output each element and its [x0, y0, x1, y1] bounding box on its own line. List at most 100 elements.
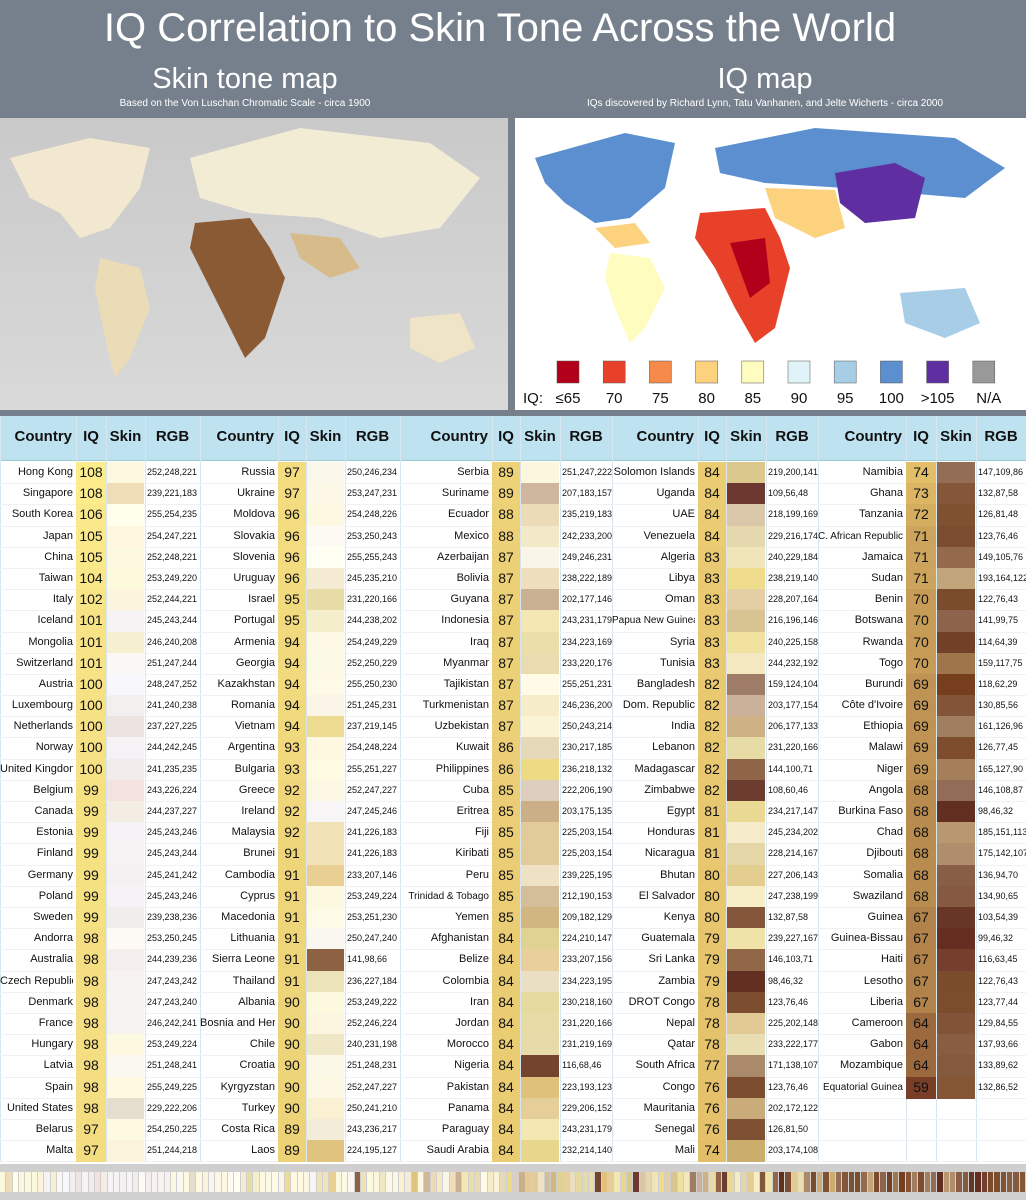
iq-value: 91 — [278, 843, 306, 866]
country: Lithuania — [230, 932, 275, 945]
rgb-value: 246,240,208 — [147, 636, 198, 647]
rgb-value: 250,241,210 — [347, 1102, 398, 1113]
country: Madagascar — [634, 762, 695, 775]
skin-swatch — [107, 483, 144, 506]
iq-value: 84 — [698, 504, 726, 527]
skin-swatch — [937, 1012, 975, 1035]
iq-value: 99 — [76, 843, 106, 866]
iq-value: 98 — [76, 991, 106, 1014]
skin-swatch — [521, 928, 559, 951]
strip-swatch — [449, 1172, 455, 1192]
rgb-value: 242,233,200 — [562, 530, 612, 541]
skin-swatch — [727, 652, 765, 675]
rgb-value: 244,239,236 — [147, 954, 198, 965]
iq-value: 69 — [906, 695, 936, 718]
rgb-value: 123,76,46 — [768, 1081, 809, 1092]
legend-label: 75 — [652, 390, 669, 407]
rgb-value: 245,243,244 — [147, 848, 198, 859]
iq-value: 91 — [278, 906, 306, 929]
column-header: IQ — [704, 428, 720, 445]
iq-value: 90 — [278, 1034, 306, 1057]
strip-swatch — [595, 1172, 601, 1192]
legend-swatch — [787, 360, 811, 384]
skin-swatch — [107, 758, 144, 781]
country: Canada — [34, 805, 73, 818]
iq-value: 87 — [492, 589, 520, 612]
skin-swatch — [307, 906, 344, 929]
country: Equatorial Guinea — [822, 1081, 903, 1093]
country: Saudi Arabia — [426, 1144, 489, 1157]
iq-value: 71 — [906, 525, 936, 548]
rgb-value: 238,219,140 — [768, 572, 818, 583]
skin-swatch — [937, 970, 975, 993]
strip-swatch — [842, 1172, 848, 1192]
rgb-value: 222,206,190 — [562, 784, 612, 795]
iq-value: 87 — [492, 567, 520, 590]
rgb-value: 253,250,243 — [347, 530, 398, 541]
iq-value: 96 — [278, 525, 306, 548]
country: Somalia — [863, 868, 903, 881]
country: Qatar — [667, 1038, 695, 1051]
rgb-value: 123,77,44 — [978, 996, 1019, 1007]
skin-swatch — [307, 991, 344, 1014]
column-header: Skin — [109, 428, 142, 445]
strip-swatch — [57, 1172, 63, 1192]
skin-swatch — [937, 716, 975, 739]
rgb-value: 255,254,235 — [147, 509, 198, 520]
right-map-caption: IQs discovered by Richard Lynn, Tatu Van… — [586, 98, 944, 109]
iq-value: 74 — [906, 462, 936, 484]
iq-value: 74 — [698, 1140, 726, 1163]
column-separator — [400, 416, 401, 1162]
skin-swatch — [937, 801, 975, 824]
country: Libya — [668, 571, 695, 584]
strip-swatch — [614, 1172, 620, 1192]
left-map-caption: Based on the Von Luschan Chromatic Scale… — [119, 98, 371, 109]
rgb-value: 175,142,107 — [978, 848, 1026, 859]
country: UAE — [672, 508, 695, 521]
rgb-value: 244,237,227 — [147, 806, 198, 817]
strip-swatch — [544, 1172, 550, 1192]
skin-swatch — [307, 716, 344, 739]
country: Cambodia — [224, 868, 275, 881]
skin-swatch — [521, 716, 559, 739]
country: Tajikistan — [443, 677, 489, 690]
rgb-value: 251,244,218 — [147, 1145, 198, 1156]
iq-value: 84 — [492, 1055, 520, 1078]
skin-swatch — [107, 673, 144, 696]
iq-value: 72 — [906, 504, 936, 527]
country: Cyprus — [240, 889, 275, 902]
country: Sudan — [871, 571, 903, 584]
rgb-value: 103,54,39 — [978, 911, 1019, 922]
iq-value: 86 — [492, 758, 520, 781]
column-header: RGB — [569, 428, 603, 445]
east-asia — [835, 163, 925, 223]
rgb-value: 149,105,76 — [978, 551, 1024, 562]
strip-swatch — [557, 1172, 563, 1192]
iq-value: 84 — [698, 483, 726, 506]
skin-swatch — [307, 1055, 344, 1078]
rgb-value: 248,247,252 — [147, 678, 198, 689]
skin-swatch — [307, 928, 344, 951]
skin-swatch — [937, 864, 975, 887]
iq-value: 94 — [278, 695, 306, 718]
skin-swatch — [107, 1097, 144, 1120]
strip-swatch — [861, 1172, 867, 1192]
skin-swatch — [727, 779, 765, 802]
rgb-value: 253,249,222 — [347, 996, 398, 1007]
iq-value: 92 — [278, 822, 306, 845]
skin-swatch — [307, 610, 344, 633]
legend-label: ≤65 — [556, 390, 581, 407]
strip-swatch — [158, 1172, 164, 1192]
strip-swatch — [50, 1172, 56, 1192]
strip-swatch — [810, 1172, 816, 1192]
iq-value: 85 — [492, 822, 520, 845]
rgb-value: 118,62,29 — [978, 678, 1018, 689]
skin-swatch — [937, 758, 975, 781]
country: Kiribati — [455, 847, 489, 860]
country: DROT Congo — [628, 995, 695, 1008]
iq-value: 91 — [278, 949, 306, 972]
skin-swatch — [521, 610, 559, 633]
iq-value: 78 — [698, 991, 726, 1014]
strip-swatch — [601, 1172, 607, 1192]
strip-swatch — [506, 1172, 512, 1192]
